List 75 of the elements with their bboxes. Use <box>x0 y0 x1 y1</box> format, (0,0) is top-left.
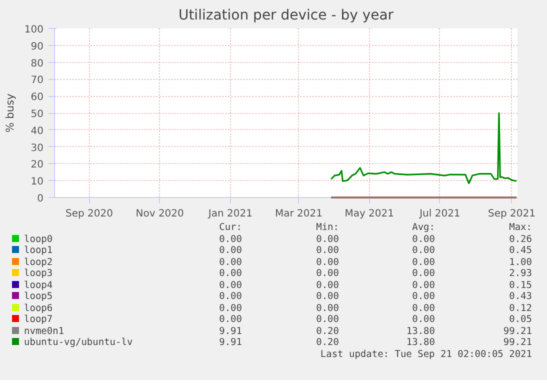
text: 0.00 <box>315 291 339 302</box>
text: 0.00 <box>315 280 339 291</box>
text: 1.00 <box>508 256 532 268</box>
y-tick-label: 60 <box>30 92 44 104</box>
legend-label: loop1 <box>24 245 54 256</box>
x-tick-label: Mar 2021 <box>274 208 322 220</box>
text: Cur: <box>218 222 242 234</box>
text: 0.00 <box>315 256 339 268</box>
legend-label: loop2 <box>24 256 54 268</box>
y-tick-label: 80 <box>30 58 44 70</box>
y-tick-label: 10 <box>30 176 44 188</box>
text: 0.00 <box>411 314 435 326</box>
legend-label: loop3 <box>24 268 54 280</box>
y-tick-label: 0 <box>37 194 44 204</box>
x-tick-label: Jul 2021 <box>418 208 460 220</box>
text: 13.80 <box>405 337 435 348</box>
text: Min: <box>315 222 339 234</box>
text: 0.05 <box>508 314 532 326</box>
x-tick-label: Sep 2020 <box>65 208 113 220</box>
legend-label: ubuntu-vg/ubuntu-lv <box>24 337 134 348</box>
y-tick-label: 20 <box>30 160 44 171</box>
text: 0.00 <box>411 268 435 280</box>
text: Max: <box>508 222 532 234</box>
text: Avg: <box>411 222 435 234</box>
text: 0.15 <box>508 280 532 291</box>
text: 0.00 <box>411 302 435 314</box>
y-tick-label: 100 <box>24 24 44 36</box>
text: 0.00 <box>411 234 435 245</box>
text: 0.00 <box>411 256 435 268</box>
text: 9.91 <box>218 337 242 348</box>
x-tick-label: Jan 2021 <box>207 208 252 220</box>
text: 0.20 <box>315 337 339 348</box>
text: 0.00 <box>315 302 339 314</box>
y-tick-label: 70 <box>30 75 44 86</box>
text: 0.00 <box>218 314 242 326</box>
text: 0.12 <box>508 302 532 314</box>
y-tick-label: 30 <box>30 142 44 154</box>
text: 0.00 <box>218 302 242 314</box>
y-tick-label: 90 <box>30 41 44 52</box>
text: 0.00 <box>315 234 339 245</box>
text: 0.00 <box>218 256 242 268</box>
text: 0.45 <box>508 245 532 256</box>
text: 0.26 <box>508 234 532 245</box>
legend-label: loop7 <box>24 314 54 326</box>
text: 99.21 <box>502 337 532 348</box>
text: 0.00 <box>218 291 242 302</box>
y-axis-title: % busy <box>3 94 16 132</box>
legend-label: loop0 <box>24 234 54 245</box>
text: 0.00 <box>218 234 242 245</box>
text: 99.21 <box>502 326 532 337</box>
text: 0.00 <box>218 280 242 291</box>
text: 0.00 <box>315 314 339 326</box>
text: 0.00 <box>411 291 435 302</box>
text: 0.00 <box>218 268 242 280</box>
x-tick-label: May 2021 <box>344 208 394 220</box>
x-tick-label: Sep 2021 <box>488 208 536 220</box>
y-tick-label: 50 <box>30 109 44 120</box>
text: 13.80 <box>405 326 435 337</box>
legend-label: loop6 <box>24 302 54 314</box>
chart-title: Utilization per device - by year <box>178 8 394 24</box>
text: 0.43 <box>508 291 532 302</box>
text: 0.00 <box>411 280 435 291</box>
x-tick-label: Nov 2020 <box>136 208 184 220</box>
text: 0.00 <box>315 268 339 280</box>
y-tick-label: 40 <box>30 126 44 137</box>
text: 9.91 <box>218 326 242 337</box>
text: 2.93 <box>508 268 532 280</box>
text: 0.00 <box>411 245 435 256</box>
text: Last update: Tue Sep 21 02:00:05 2021 <box>319 348 532 360</box>
text: 0.00 <box>218 245 242 256</box>
text: 0.00 <box>315 245 339 256</box>
legend-label: loop4 <box>24 280 54 291</box>
text: 0.20 <box>315 326 339 337</box>
legend-label: nvme0n1 <box>24 326 66 337</box>
legend-label: loop5 <box>24 291 54 302</box>
